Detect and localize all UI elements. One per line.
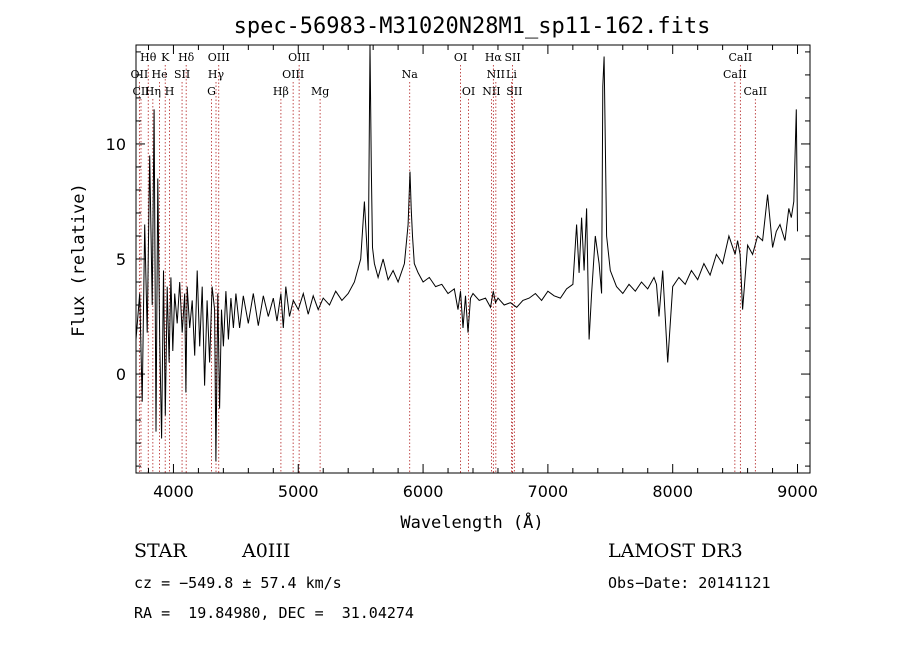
object-subclass: A0III xyxy=(242,540,291,562)
y-tick-label: 5 xyxy=(116,250,126,269)
line-label-row2-5: Na xyxy=(402,68,419,81)
line-label-row1-3: OIII xyxy=(208,51,230,64)
object-class: STAR xyxy=(134,540,187,562)
line-label-row1-2: Hδ xyxy=(178,51,195,64)
line-label-row3-1: Hη xyxy=(145,85,161,98)
line-label-row1-5: OI xyxy=(454,51,467,64)
x-tick-label: 9000 xyxy=(777,482,818,501)
line-label-row3-3: G xyxy=(207,85,216,98)
spectral-line-markers xyxy=(138,65,756,473)
line-label-row2-4: OIII xyxy=(282,68,304,81)
line-label-row3-7: NII xyxy=(482,85,500,98)
y-axis-label: Flux (relative) xyxy=(69,183,89,337)
line-label-row1-6: Hα xyxy=(485,51,503,64)
observation-date: Obs−Date: 20141121 xyxy=(608,574,771,592)
chart-title: spec-56983-M31020N28M1_sp11-162.fits xyxy=(234,14,711,39)
x-tick-label: 6000 xyxy=(403,482,444,501)
x-tick-label: 5000 xyxy=(278,482,319,501)
line-label-row2-8: CaII xyxy=(723,68,747,81)
line-label-row2-2: SII xyxy=(174,68,190,81)
line-label-row2-1: He xyxy=(152,68,168,81)
plot-frame xyxy=(135,44,811,474)
line-label-row1-1: K xyxy=(161,51,170,64)
line-label-row1-7: SII xyxy=(504,51,520,64)
survey-name: LAMOST DR3 xyxy=(608,540,743,562)
line-label-row3-0: CII xyxy=(132,85,149,98)
x-tick-label: 7000 xyxy=(528,482,569,501)
line-label-row2-3: Hγ xyxy=(208,68,225,81)
line-label-row3-5: Mg xyxy=(311,85,329,98)
line-label-row3-4: Hβ xyxy=(273,85,289,98)
line-label-row1-0: Hθ xyxy=(140,51,157,64)
x-axis-ticks: 4000 5000 6000 7000 8000 9000 xyxy=(147,45,818,501)
line-label-row3-2: H xyxy=(165,85,175,98)
line-label-row2-6: NII xyxy=(487,68,505,81)
line-label-row3-6: OI xyxy=(462,85,475,98)
coordinates: RA = 19.84980, DEC = 31.04274 xyxy=(134,604,414,622)
x-axis-label: Wavelength (Å) xyxy=(400,511,543,533)
line-label-row3-8: SII xyxy=(506,85,522,98)
y-tick-label: 0 xyxy=(116,365,126,384)
x-tick-label: 4000 xyxy=(153,482,194,501)
spectrum-line xyxy=(135,44,798,462)
line-label-row1-8: CaII xyxy=(729,51,753,64)
line-label-row3-9: CaII xyxy=(743,85,767,98)
x-tick-label: 8000 xyxy=(652,482,693,501)
y-tick-label: 10 xyxy=(106,135,126,154)
line-label-row1-4: OIII xyxy=(288,51,310,64)
line-label-row2-7: Li xyxy=(506,68,517,81)
redshift-velocity: cz = −549.8 ± 57.4 km/s xyxy=(134,574,342,592)
spectrum-chart: spec-56983-M31020N28M1_sp11-162.fits Hθ K… xyxy=(69,14,818,533)
y-axis-ticks: 0 5 10 xyxy=(106,51,810,467)
